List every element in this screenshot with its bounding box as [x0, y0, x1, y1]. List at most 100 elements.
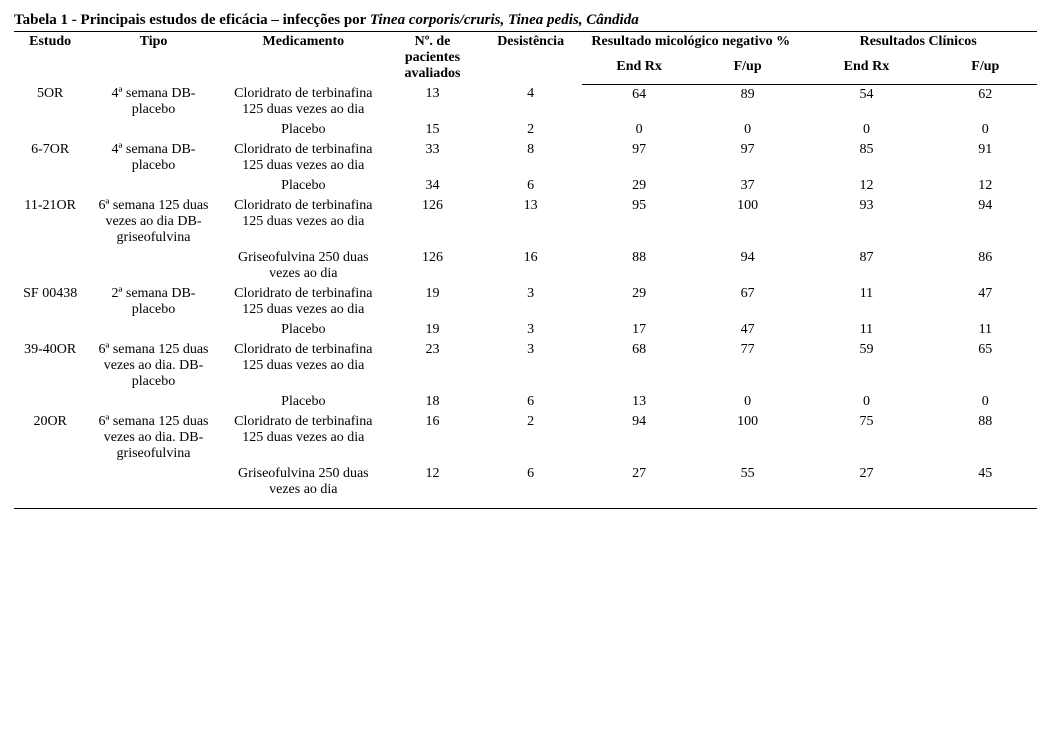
cell-cli-fup: 47 — [934, 284, 1037, 320]
cell-medicamento: Cloridrato de terbinafina 125 duas vezes… — [221, 140, 386, 176]
cell-mic-fup: 77 — [696, 340, 799, 392]
col-subheader-cli-fup: F/up — [934, 57, 1037, 84]
cell-desistencia: 16 — [479, 248, 582, 284]
cell-cli-endrx: 0 — [799, 120, 933, 140]
cell-mic-endrx: 29 — [582, 284, 696, 320]
cell-npacientes: 33 — [386, 140, 479, 176]
cell-mic-fup: 97 — [696, 140, 799, 176]
col-subheader-cli-endrx: End Rx — [799, 57, 933, 84]
cell-tipo — [86, 464, 220, 509]
cell-estudo: 11-21OR — [14, 196, 86, 248]
cell-medicamento: Placebo — [221, 320, 386, 340]
cell-mic-endrx: 97 — [582, 140, 696, 176]
cell-cli-endrx: 27 — [799, 464, 933, 509]
cell-npacientes: 16 — [386, 412, 479, 464]
table-title: Tabela 1 - Principais estudos de eficáci… — [14, 12, 1037, 29]
cell-mic-endrx: 17 — [582, 320, 696, 340]
title-prefix: Tabela 1 - Principais estudos de eficáci… — [14, 12, 370, 28]
cell-tipo: 6ª semana 125 duas vezes ao dia. DB-gris… — [86, 412, 220, 464]
cell-desistencia: 3 — [479, 340, 582, 392]
efficacy-table: Estudo Tipo Medicamento Nº. de pacientes… — [14, 31, 1037, 509]
cell-cli-endrx: 93 — [799, 196, 933, 248]
cell-mic-endrx: 88 — [582, 248, 696, 284]
cell-mic-fup: 55 — [696, 464, 799, 509]
cell-estudo — [14, 320, 86, 340]
table-row: 11-21OR6ª semana 125 duas vezes ao dia D… — [14, 196, 1037, 248]
cell-desistencia: 6 — [479, 464, 582, 509]
cell-mic-fup: 100 — [696, 412, 799, 464]
cell-cli-fup: 11 — [934, 320, 1037, 340]
cell-desistencia: 2 — [479, 412, 582, 464]
table-row: SF 004382ª semana DB-placeboCloridrato d… — [14, 284, 1037, 320]
cell-npacientes: 19 — [386, 320, 479, 340]
cell-mic-endrx: 13 — [582, 392, 696, 412]
cell-cli-fup: 86 — [934, 248, 1037, 284]
table-row: 5OR4ª semana DB-placeboCloridrato de ter… — [14, 84, 1037, 120]
cell-desistencia: 6 — [479, 176, 582, 196]
cell-cli-endrx: 0 — [799, 392, 933, 412]
cell-desistencia: 6 — [479, 392, 582, 412]
cell-medicamento: Placebo — [221, 120, 386, 140]
col-header-estudo: Estudo — [14, 32, 86, 85]
table-row: Placebo18613000 — [14, 392, 1037, 412]
cell-estudo: SF 00438 — [14, 284, 86, 320]
cell-medicamento: Cloridrato de terbinafina 125 duas vezes… — [221, 196, 386, 248]
cell-npacientes: 12 — [386, 464, 479, 509]
cell-tipo — [86, 176, 220, 196]
cell-cli-endrx: 59 — [799, 340, 933, 392]
cell-estudo: 20OR — [14, 412, 86, 464]
table-row: 20OR6ª semana 125 duas vezes ao dia. DB-… — [14, 412, 1037, 464]
cell-medicamento: Cloridrato de terbinafina 125 duas vezes… — [221, 84, 386, 120]
cell-cli-fup: 94 — [934, 196, 1037, 248]
cell-estudo — [14, 392, 86, 412]
col-subheader-mic-fup: F/up — [696, 57, 799, 84]
cell-estudo — [14, 248, 86, 284]
cell-mic-endrx: 0 — [582, 120, 696, 140]
cell-cli-endrx: 75 — [799, 412, 933, 464]
table-row: 6-7OR4ª semana DB-placeboCloridrato de t… — [14, 140, 1037, 176]
cell-medicamento: Griseofulvina 250 duas vezes ao dia — [221, 464, 386, 509]
cell-cli-fup: 0 — [934, 392, 1037, 412]
cell-tipo: 4ª semana DB-placebo — [86, 84, 220, 120]
cell-desistencia: 2 — [479, 120, 582, 140]
cell-npacientes: 18 — [386, 392, 479, 412]
cell-npacientes: 15 — [386, 120, 479, 140]
cell-cli-endrx: 11 — [799, 284, 933, 320]
cell-estudo: 39-40OR — [14, 340, 86, 392]
cell-npacientes: 34 — [386, 176, 479, 196]
cell-cli-fup: 12 — [934, 176, 1037, 196]
cell-cli-endrx: 12 — [799, 176, 933, 196]
cell-mic-endrx: 29 — [582, 176, 696, 196]
cell-cli-fup: 45 — [934, 464, 1037, 509]
cell-npacientes: 19 — [386, 284, 479, 320]
cell-tipo — [86, 392, 220, 412]
cell-mic-fup: 100 — [696, 196, 799, 248]
cell-medicamento: Griseofulvina 250 duas vezes ao dia — [221, 248, 386, 284]
table-row: Placebo34629371212 — [14, 176, 1037, 196]
cell-mic-endrx: 94 — [582, 412, 696, 464]
cell-mic-endrx: 68 — [582, 340, 696, 392]
cell-medicamento: Cloridrato de terbinafina 125 duas vezes… — [221, 340, 386, 392]
col-header-tipo: Tipo — [86, 32, 220, 85]
cell-estudo — [14, 120, 86, 140]
table-row: Placebo19317471111 — [14, 320, 1037, 340]
cell-mic-fup: 67 — [696, 284, 799, 320]
col-header-medicamento: Medicamento — [221, 32, 386, 85]
table-row: 39-40OR6ª semana 125 duas vezes ao dia. … — [14, 340, 1037, 392]
cell-npacientes: 23 — [386, 340, 479, 392]
cell-npacientes: 126 — [386, 248, 479, 284]
cell-desistencia: 8 — [479, 140, 582, 176]
cell-cli-endrx: 87 — [799, 248, 933, 284]
cell-tipo: 6ª semana 125 duas vezes ao dia. DB-plac… — [86, 340, 220, 392]
col-header-clinicos: Resultados Clínicos — [799, 32, 1037, 57]
cell-tipo — [86, 320, 220, 340]
cell-mic-fup: 0 — [696, 120, 799, 140]
col-header-micologico: Resultado micológico negativo % — [582, 32, 799, 57]
cell-estudo — [14, 464, 86, 509]
cell-medicamento: Placebo — [221, 176, 386, 196]
cell-tipo: 4ª semana DB-placebo — [86, 140, 220, 176]
cell-mic-fup: 0 — [696, 392, 799, 412]
cell-cli-fup: 65 — [934, 340, 1037, 392]
cell-desistencia: 13 — [479, 196, 582, 248]
cell-cli-endrx: 11 — [799, 320, 933, 340]
